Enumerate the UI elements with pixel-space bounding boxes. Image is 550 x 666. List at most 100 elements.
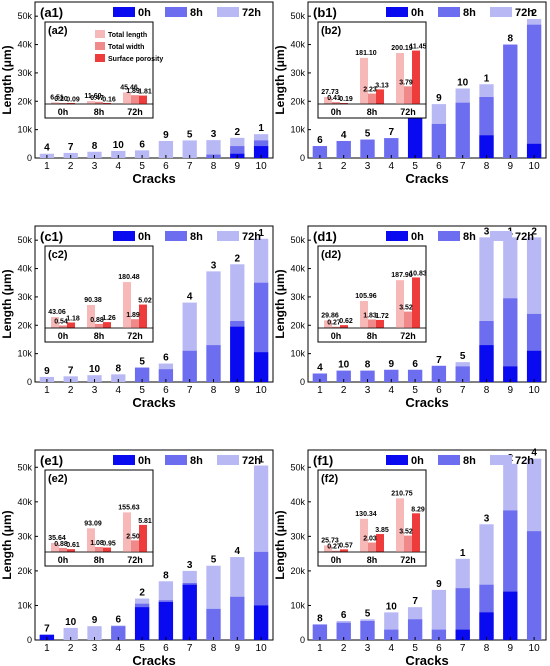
legend-label: 0h (138, 7, 151, 19)
y-tick-label: 0 (27, 153, 32, 163)
inset-value-label: 1.08 (90, 540, 104, 547)
inset-value-label: 0.16 (102, 96, 116, 103)
y-tick-label: 30k (290, 68, 305, 78)
bar-label: 6 (116, 614, 122, 625)
plot-frame (307, 449, 547, 641)
bar-0h (479, 612, 494, 640)
x-tick-label: 8 (211, 643, 217, 654)
bar-label: 5 (139, 356, 145, 367)
bar-8h (206, 608, 221, 640)
inset-bar-surface-porosity (139, 524, 147, 552)
inset-value-label: 0.61 (66, 542, 80, 549)
bar-label: 3 (211, 129, 217, 140)
x-tick-label: 2 (341, 385, 347, 396)
inset-value-label: 181.10 (355, 50, 377, 57)
x-tick-label: 2 (68, 385, 74, 396)
x-tick-label: 10 (529, 385, 541, 396)
bar-72h (111, 374, 126, 382)
inset-bar-surface-porosity (412, 277, 420, 328)
bar-8h (182, 350, 197, 382)
bar-label: 1 (258, 123, 264, 134)
y-tick-label: 40k (290, 497, 305, 507)
bar-0h (253, 605, 269, 640)
inset-value-label: 43.06 (48, 309, 66, 316)
inset-value-label: 0.09 (66, 97, 80, 104)
legend-swatch-0h (113, 231, 135, 241)
panel-label: (c1) (40, 229, 63, 244)
x-axis-label: Cracks (405, 395, 448, 410)
inset-value-label: 5.02 (138, 298, 152, 305)
bar-label: 6 (163, 353, 169, 364)
x-tick-label: 5 (412, 385, 418, 396)
inset-group-label: 72h (127, 331, 143, 341)
inset-group-label: 72h (400, 331, 416, 341)
bar-0h (253, 146, 269, 158)
bar-8h (336, 622, 351, 640)
bar-8h (230, 146, 245, 158)
legend-label: 0h (411, 7, 424, 19)
y-tick-label: 50k (17, 235, 32, 245)
bar-label: 3 (187, 560, 193, 571)
legend-swatch-8h (165, 7, 187, 17)
inset-value-label: 6.51 (50, 94, 64, 101)
inset-bar-surface-porosity (412, 513, 420, 552)
y-axis-label: Length (μm) (0, 269, 14, 338)
x-tick-label: 10 (256, 385, 268, 396)
inset-bar-surface-porosity (103, 547, 111, 552)
inset-value-label: 0.95 (102, 541, 116, 548)
inset-group-label: 8h (367, 331, 378, 341)
inset-bar-total-length (396, 280, 404, 328)
inset-bar-total-width (131, 319, 139, 328)
legend-swatch-72h (490, 455, 512, 465)
inset-value-label: 1.81 (138, 89, 152, 96)
bar-label: 7 (68, 142, 74, 153)
bar-label: 4 (341, 130, 347, 141)
bar-8h (526, 24, 542, 159)
inset-group-label: 8h (94, 331, 105, 341)
inset-value-label: 1.89 (126, 312, 140, 319)
legend-swatch-0h (113, 455, 135, 465)
x-tick-label: 4 (389, 643, 395, 654)
inset-value-label: 3.13 (375, 82, 389, 89)
bar-8h (455, 102, 470, 158)
inset-bar-total-width (95, 323, 103, 328)
inset-value-label: 0.41 (327, 95, 341, 102)
inset-group-label: 8h (367, 555, 378, 565)
inset-bar-total-width (368, 93, 376, 104)
legend-label: 0h (138, 231, 151, 243)
legend-swatch-0h (113, 7, 135, 17)
bar-8h (336, 370, 351, 382)
bar-label: 9 (163, 130, 169, 141)
bar-8h (526, 531, 542, 640)
inset-value-label: 105.96 (355, 293, 377, 300)
inset-legend-swatch (95, 30, 105, 38)
bar-label: 10 (113, 140, 125, 151)
bar-72h (134, 150, 150, 158)
x-tick-label: 6 (163, 385, 169, 396)
inset-bar-surface-porosity (376, 319, 384, 328)
x-tick-label: 3 (365, 643, 371, 654)
x-tick-label: 7 (460, 385, 466, 396)
inset-legend-label: Total width (108, 44, 144, 51)
bar-8h (431, 629, 447, 640)
legend-label: 72h (242, 231, 261, 243)
x-axis-label: Cracks (132, 395, 175, 410)
inset-group-label: 0h (58, 555, 69, 565)
plot-frame (34, 225, 274, 383)
inset-title: (f2) (321, 473, 338, 485)
bar-label: 10 (386, 601, 398, 612)
bar-8h (206, 345, 221, 382)
bar-label: 1 (258, 455, 264, 466)
inset-value-label: 0.27 (327, 320, 341, 327)
panel-a1: 0 10k 20k 30k 40k 50k 1 4 2 7 3 8 4 10 5 6 6 9 7 5 8 3 9 2 10 1 (a… (0, 1, 274, 186)
x-axis-label: Cracks (132, 653, 175, 666)
inset-group-label: 8h (367, 107, 378, 117)
inset-bar-total-width (404, 311, 412, 328)
x-tick-label: 4 (389, 385, 395, 396)
inset-bar-total-width (131, 95, 139, 104)
inset-bar-total-length (360, 57, 368, 104)
bar-label: 8 (508, 34, 514, 45)
y-tick-label: 10k (290, 600, 305, 610)
inset-group-label: 0h (331, 107, 342, 117)
